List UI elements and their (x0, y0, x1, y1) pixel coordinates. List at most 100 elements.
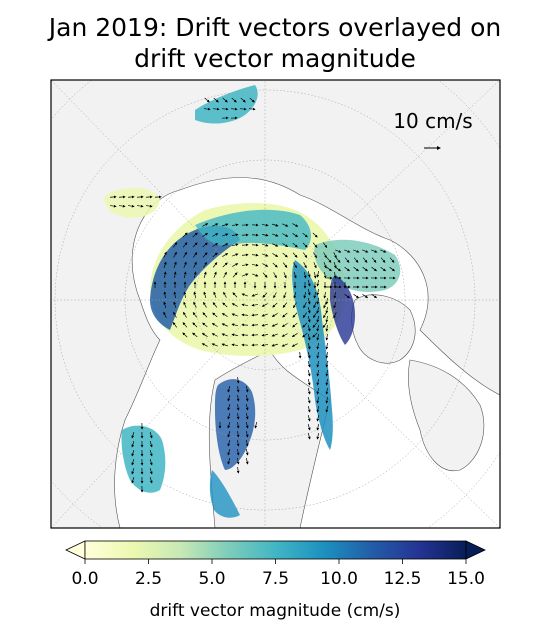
drift-vector-arrow (313, 262, 317, 269)
drift-vector-arrow (323, 291, 327, 299)
drift-vector-arrow (213, 291, 217, 298)
drift-vector-arrow (307, 334, 311, 341)
drift-vector-arrow (212, 223, 219, 227)
drift-vector-arrow (203, 301, 207, 308)
drift-vector-arrow (231, 97, 237, 103)
drift-vector-arrow (231, 303, 238, 307)
drift-vector-arrow (307, 271, 311, 278)
drift-vector-arrow (109, 204, 117, 208)
drift-vector-arrow (333, 291, 337, 299)
drift-vector-arrow (362, 294, 369, 299)
drift-vector-arrow (302, 252, 308, 258)
drift-vector-arrow (192, 232, 198, 238)
drift-vector-arrow (183, 301, 187, 308)
drift-vector-arrow (307, 379, 311, 386)
drift-vector-arrow (272, 243, 279, 247)
drift-vector-arrow (302, 332, 308, 338)
drift-vector-arrow (323, 271, 327, 279)
drift-vector-arrow (282, 223, 289, 227)
colorbar-tick-label: 7.5 (262, 569, 289, 589)
drift-vector-arrow (333, 312, 337, 319)
drift-vector-arrow (236, 394, 240, 402)
colorbar-extend-high (465, 540, 486, 560)
drift-vector-arrow (283, 292, 287, 299)
drift-vector-arrow (131, 450, 135, 457)
drift-vector-arrow (302, 312, 308, 318)
drift-vector-arrow (325, 378, 329, 386)
drift-vector-arrow (316, 414, 320, 422)
drift-vector-arrow (236, 421, 240, 429)
drift-vector-arrow (251, 303, 259, 307)
drift-vector-arrow (227, 422, 231, 429)
drift-vector-arrow (262, 263, 269, 267)
drift-vector-arrow (344, 249, 351, 253)
drift-vector-arrow (222, 97, 228, 103)
drift-vector-arrow (173, 271, 177, 279)
title-line-1: Jan 2019: Drift vectors overlayed on (48, 13, 502, 42)
drift-vector-arrow (240, 97, 246, 103)
drift-vector-arrow (131, 459, 135, 466)
drift-vector-arrow (149, 468, 153, 475)
drift-vector-arrow (232, 243, 239, 247)
drift-vector-arrow (333, 302, 337, 309)
drift-vector-arrow (236, 457, 240, 465)
drift-vector-arrow (236, 403, 240, 411)
sea-ice-barents (195, 85, 258, 124)
drift-vector-arrow (293, 302, 297, 309)
drift-vector-arrow (149, 459, 153, 466)
drift-vector-arrow (183, 311, 187, 318)
drift-vector-arrow (241, 243, 249, 247)
drift-vector-arrow (307, 415, 311, 422)
drift-vector-arrow (380, 257, 386, 263)
drift-vector-arrow (239, 107, 247, 111)
chart-title: Jan 2019: Drift vectors overlayed on dri… (0, 12, 550, 74)
drift-vector-arrow (221, 343, 228, 347)
drift-vector-arrow (163, 271, 167, 279)
drift-vector-arrow (251, 243, 259, 247)
drift-vector-arrow (307, 406, 311, 413)
drift-vector-arrow (212, 252, 218, 258)
drift-vector-arrow (211, 343, 218, 347)
colorbar-tick-label: 10.0 (320, 569, 358, 589)
drift-vector-arrow (292, 233, 299, 238)
drift-vector-arrow (192, 252, 198, 258)
drift-vector-arrow (261, 343, 269, 347)
drift-vector-arrow (227, 431, 231, 438)
drift-vector-arrow (227, 386, 231, 393)
drift-vector-arrow (127, 204, 135, 208)
drift-vector-arrow (307, 388, 311, 395)
drift-vector-arrow (271, 343, 278, 347)
drift-vector-arrow (307, 397, 311, 404)
drift-vector-arrow (227, 404, 231, 411)
drift-vector-arrow (173, 251, 177, 258)
drift-vector-arrow (232, 272, 238, 278)
drift-vector-arrow (193, 271, 197, 278)
drift-vector-arrow (307, 280, 311, 287)
drift-vector-arrow (231, 323, 238, 327)
drift-vector-arrow (271, 313, 278, 317)
drift-vector-arrow (131, 477, 135, 484)
drift-vector-arrow (316, 387, 320, 395)
drift-vector-arrow (183, 251, 187, 258)
drift-vector-arrow (261, 313, 268, 317)
drift-vector-arrow (313, 302, 317, 309)
drift-vector-arrow (245, 394, 249, 402)
drift-vector-arrow (316, 288, 320, 296)
drift-vector-arrow (222, 233, 229, 237)
drift-vector-arrow (307, 433, 311, 440)
drift-vector-arrow (271, 323, 278, 327)
drift-vector-arrow (371, 257, 377, 263)
drift-vector-arrow (241, 253, 249, 257)
scale-key-label: 10 cm/s (393, 109, 472, 133)
drift-vector-arrow (223, 291, 227, 298)
drift-vector-arrow (325, 297, 329, 305)
drift-vector-arrow (307, 307, 311, 314)
drift-vector-arrow (380, 249, 387, 253)
drift-vector-arrow (222, 243, 229, 247)
sea-ice-baffin (330, 275, 355, 345)
drift-vector-arrow (245, 430, 249, 438)
drift-vector-arrow (236, 376, 240, 384)
drift-vector-arrow (325, 360, 329, 368)
north-america-land (408, 359, 485, 472)
